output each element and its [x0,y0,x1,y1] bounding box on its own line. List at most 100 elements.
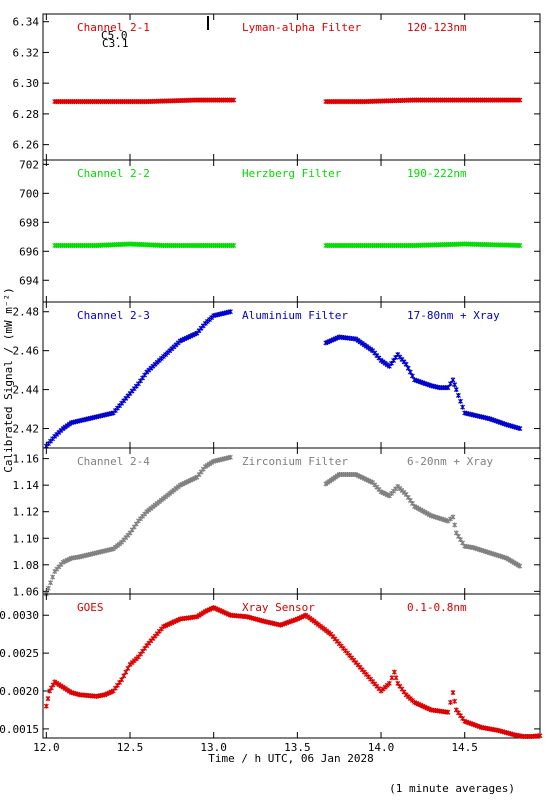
data-point [45,696,51,702]
y-tick-label: 6.32 [13,46,40,59]
data-point [125,665,131,671]
data-point [409,373,415,379]
data-point [405,365,411,371]
data-point [517,426,523,432]
series-ch1-0 [52,97,237,105]
series-ch1-1 [323,97,523,105]
data-point [448,699,453,705]
y-tick-label: 700 [19,187,39,200]
panel-filter-label: Xray Sensor [242,601,315,614]
data-point [455,392,461,398]
panel-ch1: 6.26 6.28 6.30 6.32 6.34 Channel 2-1 Lyman-alp… [13,13,541,161]
y-tick-label: 6.28 [13,108,40,121]
x-tick-label: 12.5 [117,741,144,754]
y-tick-label: 6.26 [13,139,40,152]
x-tick-label: 14.5 [451,741,478,754]
y-tick-label: 0.0030 [0,609,39,622]
data-point [517,97,523,103]
panel-filter-label: Aluminium Filter [242,309,348,322]
data-point [227,309,233,315]
data-point [50,574,56,580]
y-tick-label: 1.14 [13,479,40,492]
data-point [48,580,53,586]
panel-band-label: 6-20nm + Xray [407,455,493,468]
x-tick-label: 12.0 [33,741,60,754]
data-point [453,387,459,393]
panel-frame [42,447,541,595]
data-point [452,698,458,704]
y-tick-label: 694 [19,274,39,287]
data-point [450,690,456,696]
y-tick-label: 6.30 [13,77,40,90]
data-point [450,514,456,520]
y-tick-label: 1.06 [13,585,40,598]
x-tick-label: 14.0 [368,741,395,754]
y-tick-label: 1.10 [13,532,40,545]
series-ch2-1 [323,241,523,248]
y-tick-label: 6.34 [13,16,40,29]
y-tick-label: 1.16 [13,453,40,466]
y-tick-label: 2.42 [13,423,40,436]
data-point [123,669,129,675]
y-tick-label: 2.48 [13,306,40,319]
y-tick-label: 0.0020 [0,685,39,698]
data-point [452,522,458,528]
y-tick-label: 1.12 [13,506,40,519]
data-point [450,377,456,383]
panel-goes: 0.0015 0.0020 0.0025 0.0030 GOES Xray Sensor 0… [0,593,543,739]
data-point [386,680,392,686]
y-tick-label: 0.0025 [0,647,39,660]
data-point [537,733,543,739]
panel-channel-label: Channel 2-4 [77,455,150,468]
series-ch4-1 [323,472,523,569]
data-point [121,673,127,679]
panel-channel-label: GOES [77,601,104,614]
data-point [389,675,395,681]
data-point [458,398,463,404]
panel-ch3: 2.42 2.44 2.46 2.48 Channel 2-3 Aluminium Fil… [13,301,541,449]
data-point [231,97,237,103]
data-point [231,242,237,248]
y-tick-label: 2.46 [13,345,40,358]
y-tick-label: 1.08 [13,559,40,572]
data-point [43,703,49,709]
series-ch3-0 [43,309,233,449]
y-tick-label: 698 [19,216,39,229]
flare-class-label: C3.1 [102,37,129,50]
panel-filter-label: Herzberg Filter [242,167,342,180]
y-tick-label: 702 [19,158,39,171]
data-point [227,454,233,460]
series-ch2-0 [52,241,237,248]
averaging-note: (1 minute averages) [389,782,515,795]
y-tick-label: 696 [19,245,39,258]
data-point [391,669,397,675]
flare-class-label: C5.0 [101,29,128,42]
data-point [403,361,409,367]
x-axis-label: Time / h UTC, 06 Jan 2028 [208,752,374,765]
panel-band-label: 120-123nm [407,21,467,34]
series-ch3-1 [323,334,523,432]
panel-channel-label: Channel 2-2 [77,167,150,180]
panel-filter-label: Lyman-alpha Filter [242,21,362,34]
panel-band-label: 0.1-0.8nm [407,601,467,614]
data-point [393,675,399,681]
panel-band-label: 17-80nm + Xray [407,309,500,322]
panel-band-label: 190-222nm [407,167,467,180]
panel-filter-label: Zirconium Filter [242,455,348,468]
data-point [448,516,453,522]
panel-channel-label: Channel 2-3 [77,309,150,322]
data-point [448,381,453,387]
y-tick-label: 2.44 [13,384,40,397]
x-tick-labels: 12.0 12.5 13.0 13.5 14.0 14.5 [33,741,478,754]
data-point [460,404,466,410]
data-point [445,385,451,391]
series-goes-0 [43,605,543,739]
panel-ch2: 694 696 698 700 702 Channel 2-2 Herzberg Filte… [19,158,541,303]
data-point [517,242,523,248]
panel-frame [42,301,541,449]
panel-channel-label: Channel 2-1 [77,21,150,34]
x-tick-label: 13.0 [200,741,227,754]
data-point [452,382,458,388]
data-point [46,585,51,591]
